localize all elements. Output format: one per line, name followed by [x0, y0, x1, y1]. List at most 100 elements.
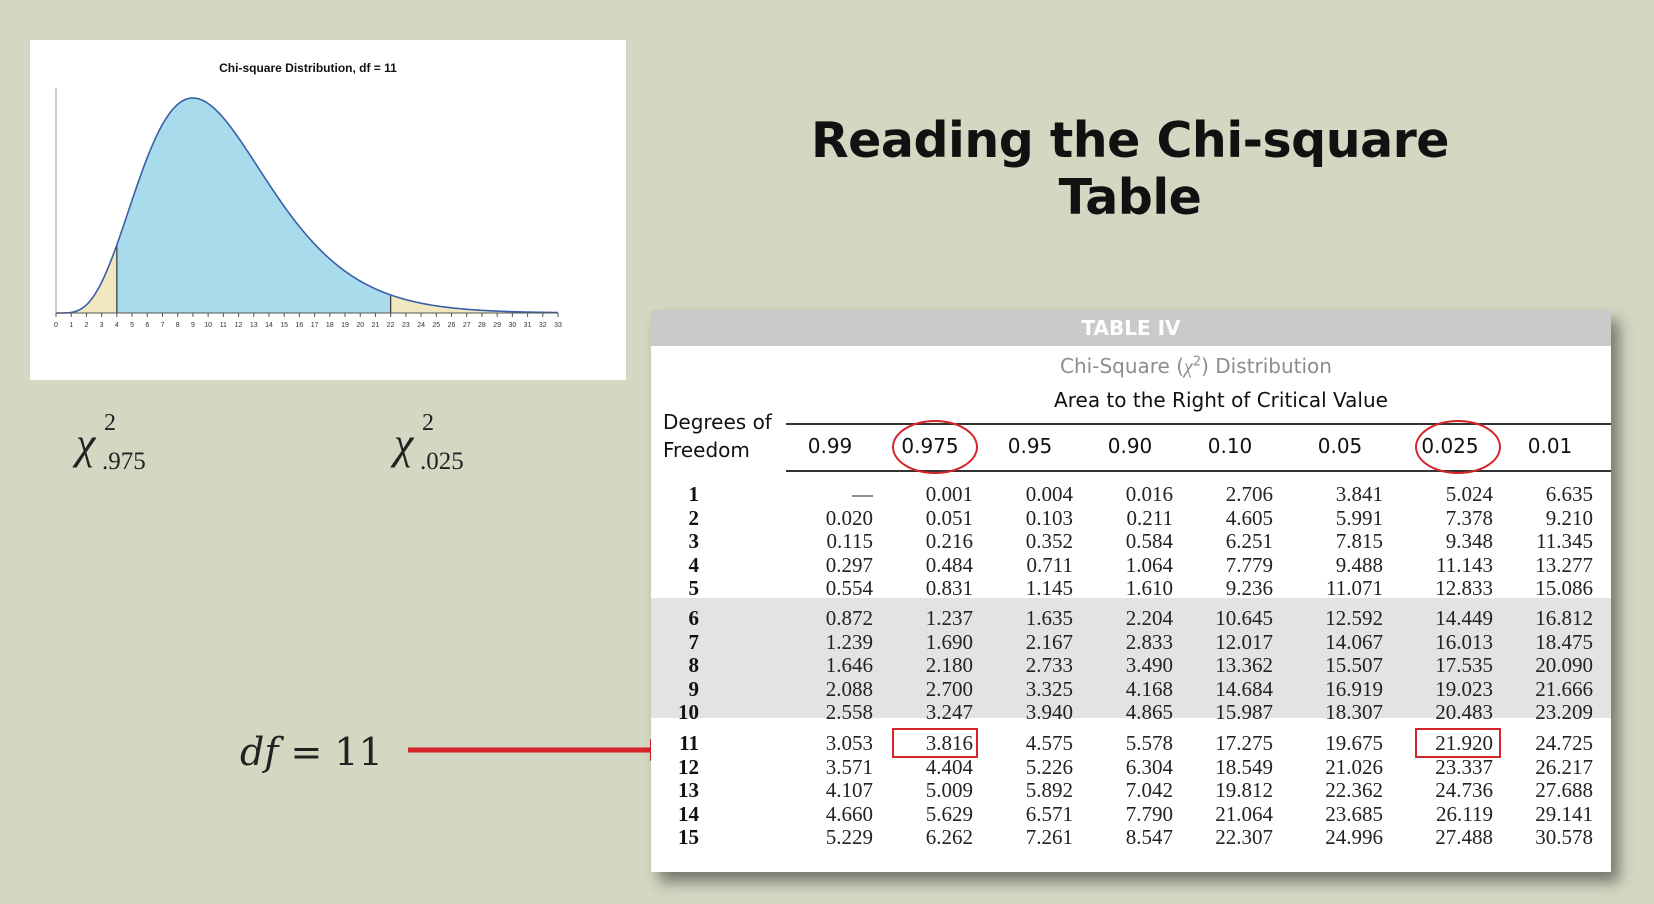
table-cell: 26.217	[1535, 754, 1593, 779]
table-cell: 24.725	[1535, 731, 1593, 755]
table-cell: 0.584	[1125, 529, 1173, 553]
chi-symbol: χ	[394, 419, 414, 468]
highlight-box-3816	[892, 728, 978, 758]
x-tick-label: 18	[326, 322, 334, 329]
table-cell: 1.237	[925, 606, 973, 630]
table-cell: 7.378	[1445, 505, 1493, 530]
table-cell: 0.016	[1125, 482, 1173, 506]
shaded-row-band	[651, 598, 1611, 718]
df-cell: 15	[678, 825, 699, 849]
subtitle-prefix: Chi-Square (	[1060, 354, 1185, 378]
table-cell: 7.815	[1335, 529, 1383, 553]
table-cell: 14.684	[1215, 676, 1273, 701]
chi-subscript: .025	[420, 448, 464, 475]
table-cell: 1.635	[1025, 606, 1073, 630]
header-rule-bottom	[786, 470, 1611, 472]
table-cell: 5.892	[1025, 778, 1073, 802]
table-cell: 7.261	[1025, 825, 1073, 849]
chi-square-table: TABLE IV Chi-Square (χ2) Distribution Ar…	[651, 310, 1611, 872]
table-cell: 11.143	[1436, 552, 1493, 577]
column-header: 0.01	[1527, 434, 1573, 458]
table-cell: 3.490	[1125, 653, 1173, 677]
table-cell: 3.053	[825, 731, 873, 755]
x-tick-label: 13	[250, 322, 258, 329]
df-cell: 8	[688, 653, 700, 677]
chi-025-label: χ 2 .025	[394, 410, 464, 475]
x-tick-label: 12	[235, 322, 243, 329]
df-cell: 5	[688, 576, 700, 600]
table-cell: 0.001	[925, 482, 973, 506]
distribution-chart: Chi-square Distribution, df = 11 0 1 2 3 4 5 6 7…	[30, 40, 626, 380]
table-cell: 1.239	[825, 629, 873, 654]
table-cell: 2.700	[925, 676, 973, 701]
column-header: 0.95	[1007, 434, 1053, 458]
table-cell: 0.211	[1126, 505, 1173, 530]
table-header: TABLE IV	[651, 310, 1611, 346]
x-tick-label: 33	[554, 322, 562, 329]
table-cell: 18.475	[1535, 629, 1593, 654]
right-tail-area	[390, 294, 558, 313]
table-cell: 24.996	[1325, 825, 1383, 849]
chart-title: Chi-square Distribution, df = 11	[219, 61, 397, 75]
x-tick-label: 20	[356, 322, 364, 329]
x-tick-label: 17	[311, 322, 319, 329]
table-cell: 6.571	[1025, 801, 1073, 826]
table-cell: 9.348	[1445, 529, 1493, 553]
df-cell: 2	[688, 505, 700, 530]
df-cell: 1	[688, 482, 700, 506]
table-cell: 4.107	[825, 778, 873, 802]
table-cell: 19.675	[1325, 731, 1383, 755]
table-cell: 15.507	[1325, 653, 1383, 677]
table-cell: 20.090	[1535, 653, 1593, 677]
table-cell: 27.688	[1535, 778, 1593, 802]
df-cell: 12	[678, 754, 699, 779]
table-cell: 23.337	[1435, 754, 1493, 779]
table-cell: 17.275	[1215, 731, 1273, 755]
chi-subscript: .975	[102, 448, 146, 475]
table-cell: 15.987	[1215, 700, 1273, 724]
table-cell: 18.307	[1325, 700, 1383, 724]
table-cell: 0.004	[1025, 482, 1073, 506]
x-tick-label: 30	[508, 322, 516, 329]
table-cell: 11.071	[1326, 576, 1383, 600]
x-tick-label: 21	[372, 322, 380, 329]
table-cell: 5.226	[1025, 754, 1073, 779]
x-tick-label: 11	[220, 322, 227, 329]
table-cell: 0.711	[1026, 552, 1073, 577]
table-cell: 3.247	[925, 700, 973, 724]
table-cell: 10.645	[1215, 606, 1273, 630]
dof-label-line2: Freedom	[663, 438, 750, 462]
x-tick-label: 4	[115, 322, 119, 329]
table-cell: 12.592	[1325, 606, 1383, 630]
x-tick-label: 19	[341, 322, 349, 329]
df-annotation: df = 11	[240, 730, 383, 774]
x-tick-label: 15	[280, 322, 288, 329]
df-cell: 6	[688, 606, 700, 630]
density-curve	[56, 97, 559, 314]
table-cell: 2.833	[1125, 629, 1173, 654]
table-cell: 5.024	[1445, 482, 1493, 506]
table-cell: 5.229	[825, 825, 873, 849]
table-cell: 6.251	[1225, 529, 1273, 553]
table-cell: 23.209	[1535, 700, 1593, 724]
df-cell: 9	[688, 676, 700, 701]
chart-canvas: Chi-square Distribution, df = 110 1 2 3 4 5 6 7…	[54, 61, 562, 329]
table-cell: 1.646	[825, 653, 873, 677]
table-cell: 18.549	[1215, 754, 1273, 779]
x-tick-label: 14	[265, 322, 273, 329]
table-cell: 0.051	[925, 505, 973, 530]
x-tick-label: 25	[432, 322, 440, 329]
table-cell: 0.484	[925, 552, 973, 577]
x-tick-label: 24	[417, 322, 425, 329]
table-cell: 3.841	[1335, 482, 1383, 506]
table-cell: 13.277	[1535, 552, 1593, 577]
table-cell: 11.345	[1536, 529, 1593, 553]
table-cell: 5.578	[1125, 731, 1173, 755]
x-tick-label: 1	[69, 322, 73, 329]
table-cell: 3.325	[1025, 676, 1073, 701]
table-cell: 16.919	[1325, 676, 1383, 701]
chi-symbol: χ	[76, 419, 96, 468]
table-cell: 19.023	[1435, 676, 1493, 701]
x-tick-label: 31	[524, 322, 532, 329]
table-cell: 14.067	[1325, 629, 1383, 654]
